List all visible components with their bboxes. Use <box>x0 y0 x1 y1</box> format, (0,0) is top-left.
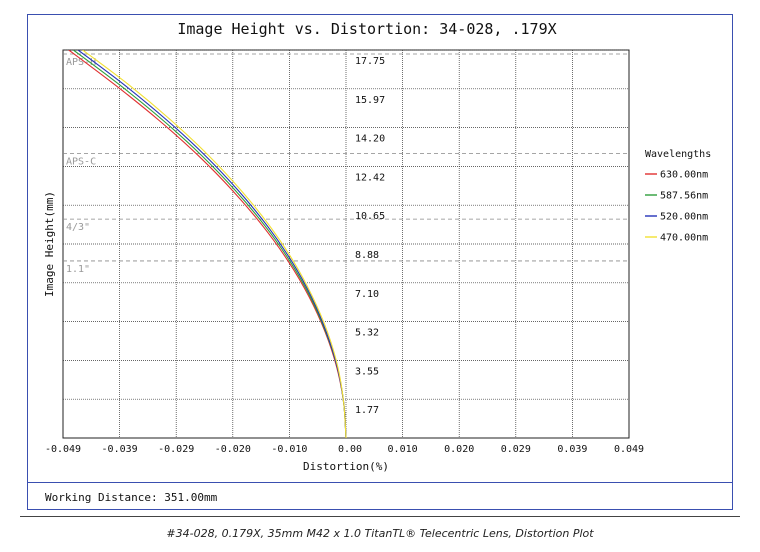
y-tick-label: 5.32 <box>355 328 379 339</box>
working-distance-label: Working Distance: 351.00mm <box>45 491 218 504</box>
legend-label: 470.00nm <box>660 233 708 244</box>
y-tick-label: 1.77 <box>355 405 379 416</box>
x-axis-label: Distortion(%) <box>303 460 389 473</box>
x-tick-label: -0.049 <box>45 444 81 455</box>
y-tick-label: 14.20 <box>355 134 385 145</box>
sensor-label: APS-C <box>66 156 96 167</box>
legend: Wavelengths 630.00nm 587.56nm 520.00nm 470.… <box>645 149 711 244</box>
x-tick-label: 0.049 <box>614 444 644 455</box>
y-tick-label: 12.42 <box>355 172 385 183</box>
sensor-label: 4/3" <box>66 222 90 233</box>
x-tick-label: -0.010 <box>271 444 307 455</box>
legend-label: 520.00nm <box>660 212 708 223</box>
legend-title: Wavelengths <box>645 149 711 160</box>
y-tick-label: 17.75 <box>355 56 385 67</box>
x-tick-label: 0.010 <box>388 444 418 455</box>
distortion-curves <box>68 50 347 438</box>
chart-title: Image Height vs. Distortion: 34-028, .17… <box>177 20 556 38</box>
y-tick-label: 3.55 <box>355 366 379 377</box>
x-tick-labels: -0.049 -0.039 -0.029 -0.020 -0.010 0.00 0.010 0… <box>45 444 644 455</box>
x-tick-label: 0.029 <box>501 444 531 455</box>
sensor-lines: APS-H APS-C 4/3" 1.1" <box>63 53 629 275</box>
figure-caption: #34-028, 0.179X, 35mm M42 x 1.0 TitanTL®… <box>166 527 594 540</box>
sensor-label: APS-H <box>66 57 96 68</box>
legend-label: 630.00nm <box>660 170 708 181</box>
series-line <box>82 50 347 438</box>
y-tick-label: 7.10 <box>355 289 379 300</box>
y-tick-label: 10.65 <box>355 211 385 222</box>
x-tick-label: 0.00 <box>338 444 362 455</box>
x-tick-label: -0.020 <box>215 444 251 455</box>
legend-label: 587.56nm <box>660 191 708 202</box>
x-tick-label: 0.039 <box>557 444 587 455</box>
y-tick-labels: 1.77 3.55 5.32 7.10 8.88 10.65 12.42 14.20 15.97… <box>355 56 385 416</box>
y-tick-label: 15.97 <box>355 95 385 106</box>
sensor-label: 1.1" <box>66 264 90 275</box>
x-tick-label: -0.029 <box>158 444 194 455</box>
y-axis-label: Image Height(mm) <box>43 191 56 297</box>
x-tick-label: 0.020 <box>444 444 474 455</box>
grid-lines <box>63 49 629 438</box>
working-distance-divider <box>27 482 733 483</box>
y-tick-label: 8.88 <box>355 250 379 261</box>
x-tick-label: -0.039 <box>102 444 138 455</box>
caption-rule <box>20 516 740 517</box>
